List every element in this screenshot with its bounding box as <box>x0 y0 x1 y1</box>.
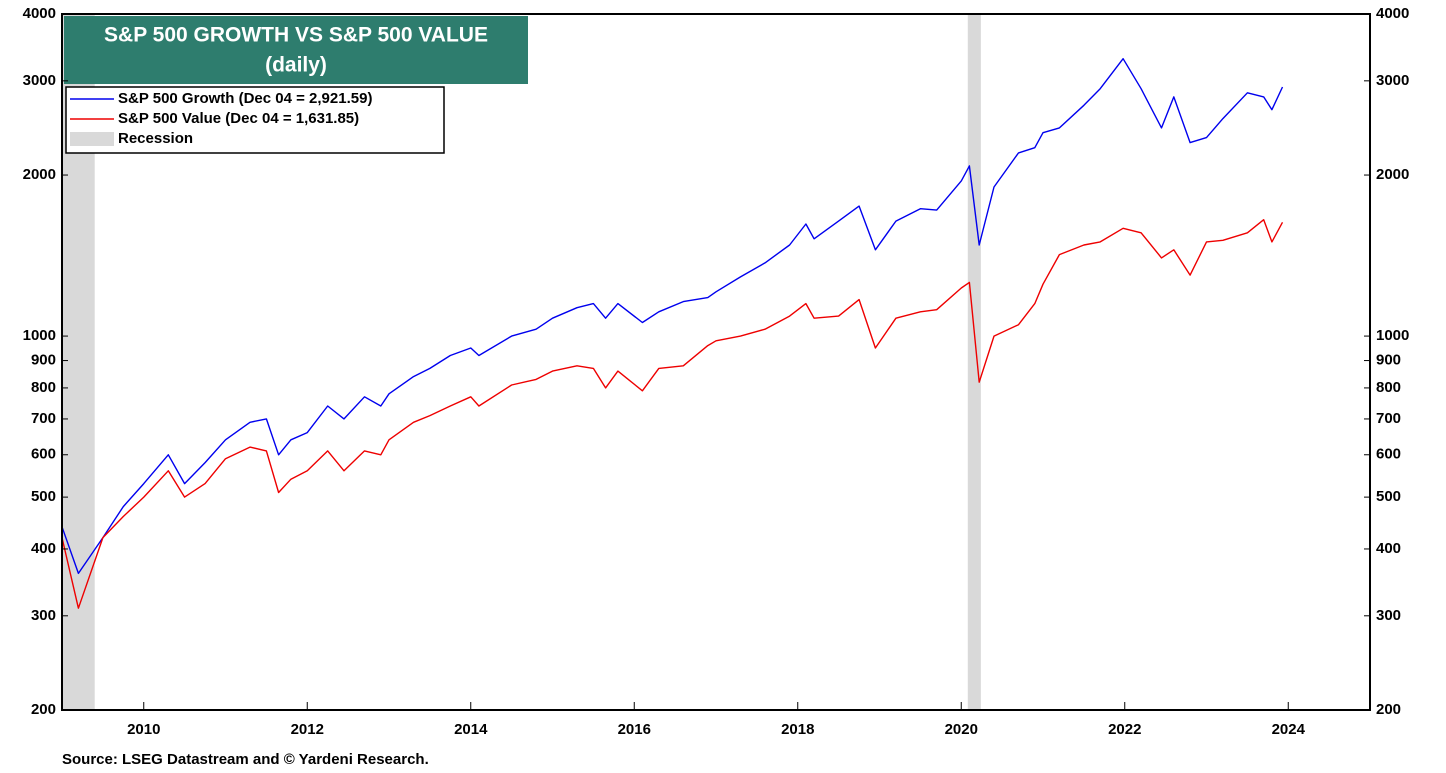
legend-label: Recession <box>118 130 193 147</box>
x-tick-label: 2022 <box>1108 721 1141 738</box>
y-tick-label: 400 <box>31 540 56 557</box>
recession-band <box>967 14 981 710</box>
legend-box <box>65 86 445 154</box>
y2-tick-label: 800 <box>1376 379 1401 396</box>
line-layer <box>61 58 1284 609</box>
legend-swatch <box>70 132 114 146</box>
y2-tick-label: 2000 <box>1376 166 1409 183</box>
legend-label: S&P 500 Value (Dec 04 = 1,631.85) <box>118 110 359 127</box>
y2-tick-label: 3000 <box>1376 72 1409 89</box>
y2-tick-label: 300 <box>1376 607 1401 624</box>
series-line <box>61 219 1284 609</box>
y-tick-label: 3000 <box>23 72 56 89</box>
title-box <box>64 16 528 84</box>
y-tick-label: 200 <box>31 701 56 718</box>
y-tick-label: 600 <box>31 446 56 463</box>
y-tick-label: 1000 <box>23 327 56 344</box>
y2-tick-label: 900 <box>1376 352 1401 369</box>
x-tick-label: 2024 <box>1272 721 1306 738</box>
y2-tick-label: 200 <box>1376 701 1401 718</box>
y2-tick-label: 500 <box>1376 488 1401 505</box>
x-tick-label: 2018 <box>781 721 814 738</box>
chart-title: S&P 500 GROWTH VS S&P 500 VALUE <box>104 24 488 47</box>
y-tick-label: 300 <box>31 607 56 624</box>
y-tick-label: 900 <box>31 352 56 369</box>
y-tick-label: 4000 <box>23 5 56 22</box>
x-tick-label: 2010 <box>127 721 160 738</box>
y-tick-label: 700 <box>31 410 56 427</box>
y2-tick-label: 700 <box>1376 410 1401 427</box>
y2-tick-label: 4000 <box>1376 5 1409 22</box>
y-tick-label: 800 <box>31 379 56 396</box>
x-tick-label: 2020 <box>945 721 978 738</box>
y-tick-label: 500 <box>31 488 56 505</box>
source-note: Source: LSEG Datastream and © Yardeni Re… <box>62 751 429 768</box>
x-tick-label: 2012 <box>291 721 324 738</box>
x-tick-label: 2014 <box>454 721 488 738</box>
y-tick-label: 2000 <box>23 166 56 183</box>
x-tick-label: 2016 <box>618 721 651 738</box>
y2-tick-label: 400 <box>1376 540 1401 557</box>
y2-tick-label: 1000 <box>1376 327 1409 344</box>
plot-frame <box>61 13 1371 711</box>
series-line <box>61 58 1284 575</box>
chart-subtitle: (daily) <box>265 54 327 77</box>
legend-label: S&P 500 Growth (Dec 04 = 2,921.59) <box>118 90 372 107</box>
y2-tick-label: 600 <box>1376 446 1401 463</box>
